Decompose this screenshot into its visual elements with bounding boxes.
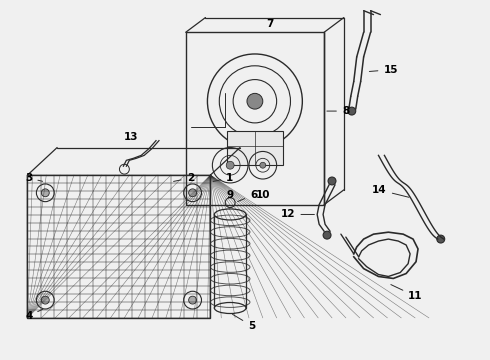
Bar xyxy=(186,32,324,204)
Circle shape xyxy=(189,189,196,197)
Text: 1: 1 xyxy=(213,173,233,183)
Circle shape xyxy=(437,235,445,243)
Circle shape xyxy=(247,93,263,109)
Text: 9: 9 xyxy=(226,190,234,200)
Bar xyxy=(227,131,283,165)
Circle shape xyxy=(41,296,49,304)
Bar xyxy=(27,175,210,318)
Text: 7: 7 xyxy=(266,19,273,30)
Text: 13: 13 xyxy=(124,132,139,142)
Circle shape xyxy=(348,107,356,115)
Text: 10: 10 xyxy=(256,190,270,200)
Circle shape xyxy=(323,231,331,239)
Text: 2: 2 xyxy=(173,173,194,183)
Text: 15: 15 xyxy=(369,65,398,75)
Text: 6: 6 xyxy=(238,190,257,202)
Text: 5: 5 xyxy=(233,314,255,331)
Circle shape xyxy=(328,177,336,185)
Circle shape xyxy=(260,162,266,168)
Text: 11: 11 xyxy=(391,284,423,301)
Circle shape xyxy=(41,189,49,197)
Circle shape xyxy=(189,296,196,304)
Circle shape xyxy=(226,161,234,169)
Text: 8: 8 xyxy=(327,106,349,116)
Text: 14: 14 xyxy=(372,185,409,197)
Text: 12: 12 xyxy=(281,210,315,220)
Text: 3: 3 xyxy=(25,173,43,183)
Text: 4: 4 xyxy=(25,309,43,321)
